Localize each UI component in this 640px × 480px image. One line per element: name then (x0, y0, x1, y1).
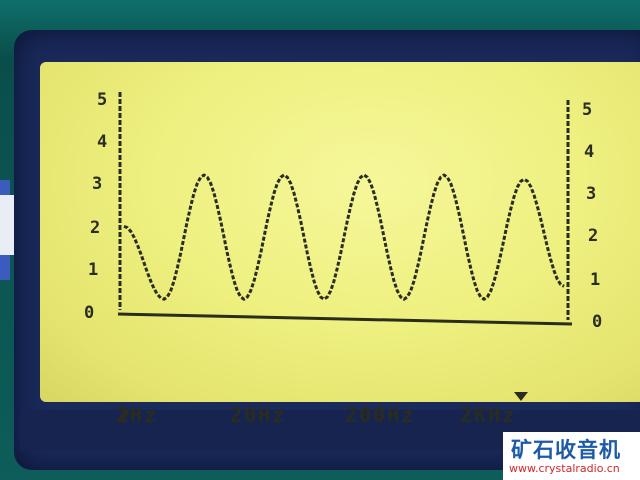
watermark: 矿石收音机 www.crystalradio.cn (503, 432, 640, 480)
y-tick-right-1: 1 (590, 270, 601, 290)
y-tick-right-3: 3 (586, 184, 597, 204)
y-tick-left-2: 2 (90, 218, 101, 238)
y-tick-left-0: 0 (84, 303, 95, 323)
y-tick-left-3: 3 (92, 174, 103, 194)
spectrum-plot (117, 92, 573, 326)
freq-label-2khz: 2KHz (460, 403, 517, 427)
y-tick-right-2: 2 (588, 226, 599, 246)
y-tick-right-5: 5 (582, 100, 593, 120)
lcd-screen: 5 4 3 2 1 0 5 4 3 2 1 0 2Hz 20Hz 200Hz 2… (40, 62, 640, 425)
watermark-title: 矿石收音机 (511, 438, 621, 462)
y-tick-left-4: 4 (97, 132, 108, 152)
watermark-url: www.crystalradio.cn (509, 462, 620, 475)
y-tick-left-5: 5 (97, 90, 108, 110)
response-curve (123, 173, 565, 301)
triangle-down-icon (514, 392, 528, 401)
y-tick-left-1: 1 (88, 260, 99, 280)
y-tick-right-4: 4 (584, 142, 595, 162)
baseline-axis (117, 312, 573, 326)
freq-label-200hz: 200Hz (345, 403, 416, 427)
triangle-right-icon (122, 405, 130, 421)
board-light-reflection (0, 195, 18, 255)
freq-label-2hz: 2Hz (116, 403, 159, 427)
y-tick-right-0: 0 (592, 312, 603, 332)
freq-label-20hz: 20Hz (230, 403, 287, 427)
